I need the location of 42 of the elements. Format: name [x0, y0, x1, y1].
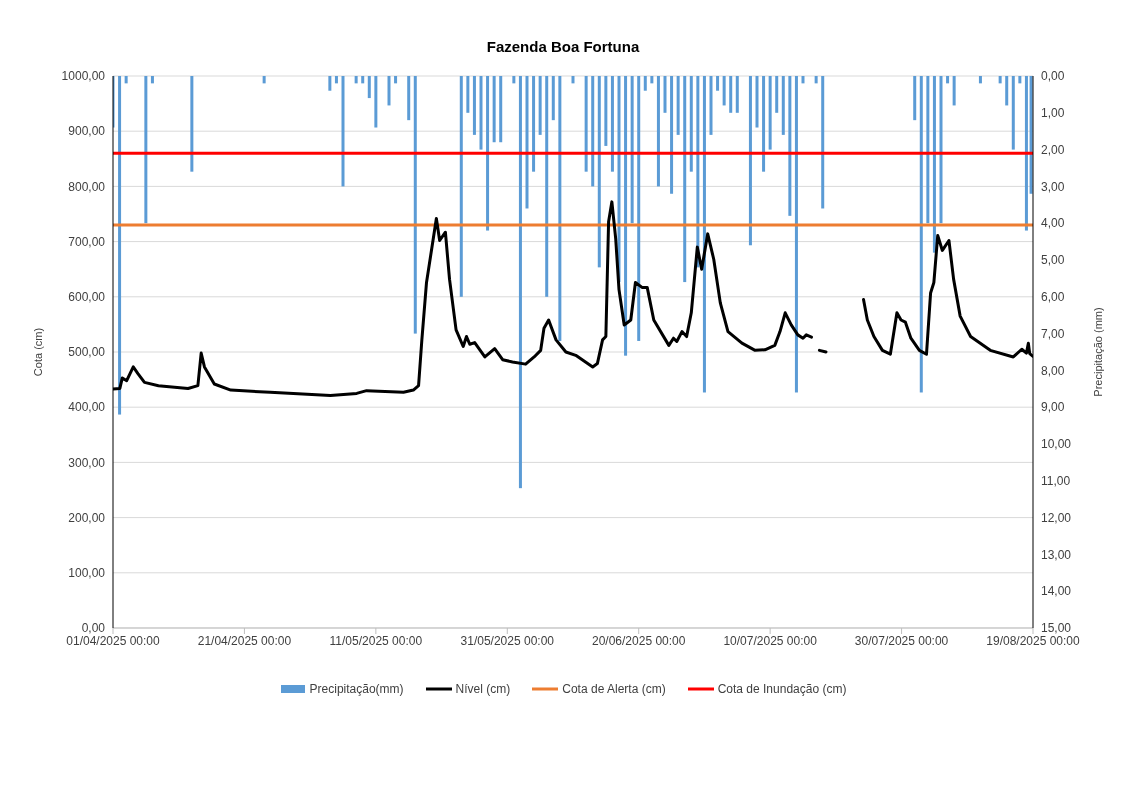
y2-tick-label: 4,00 — [1041, 216, 1065, 231]
y-tick-label: 800,00 — [68, 179, 106, 194]
y2-tick-label: 0,00 — [1041, 69, 1065, 84]
y-axis-title: Cota (cm) — [31, 327, 44, 377]
y2-tick-label: 15,00 — [1041, 621, 1072, 636]
y2-axis-title: Precipitação (mm) — [1091, 307, 1104, 397]
x-tick-label: 01/04/2025 00:00 — [66, 633, 161, 648]
y-tick-label: 100,00 — [68, 566, 106, 581]
y2-tick-label: 11,00 — [1041, 474, 1071, 489]
x-tick-label: 30/07/2025 00:00 — [854, 633, 949, 648]
legend-label: Nível (cm) — [455, 682, 511, 696]
x-tick-label: 10/07/2025 00:00 — [723, 633, 818, 648]
legend-label: Cota de Inundação (cm) — [717, 682, 847, 696]
y2-tick-label: 8,00 — [1041, 363, 1065, 378]
y2-tick-label: 5,00 — [1041, 253, 1065, 268]
y2-tick-label: 1,00 — [1041, 106, 1065, 121]
y2-tick-label: 12,00 — [1041, 510, 1072, 525]
y2-tick-label: 10,00 — [1041, 437, 1072, 452]
y-tick-label: 300,00 — [68, 455, 106, 470]
y-tick-label: 200,00 — [68, 510, 106, 525]
x-tick-label: 11/05/2025 00:00 — [329, 633, 423, 648]
y2-tick-label: 14,00 — [1041, 584, 1072, 599]
legend-label: Precipitação(mm) — [309, 682, 404, 696]
x-tick-label: 20/06/2025 00:00 — [592, 633, 686, 648]
chart-title: Fazenda Boa Fortuna — [485, 37, 641, 57]
y2-tick-label: 6,00 — [1041, 290, 1065, 305]
y2-tick-label: 9,00 — [1041, 400, 1065, 415]
y-tick-label: 900,00 — [68, 124, 106, 139]
y-tick-label: 0,00 — [81, 621, 106, 636]
y-tick-label: 400,00 — [68, 400, 106, 415]
y2-tick-label: 13,00 — [1041, 547, 1072, 562]
y-tick-label: 700,00 — [68, 234, 106, 249]
x-tick-label: 31/05/2025 00:00 — [460, 633, 555, 648]
y2-tick-label: 3,00 — [1041, 179, 1065, 194]
x-tick-label: 19/08/2025 00:00 — [986, 633, 1081, 648]
y2-tick-label: 2,00 — [1041, 142, 1065, 157]
y-tick-label: 1000,00 — [61, 69, 106, 84]
y-tick-label: 500,00 — [68, 345, 106, 360]
legend-label: Cota de Alerta (cm) — [562, 682, 666, 696]
y2-tick-label: 7,00 — [1041, 326, 1065, 341]
x-tick-label: 21/04/2025 00:00 — [197, 633, 292, 648]
y-tick-label: 600,00 — [68, 290, 106, 305]
